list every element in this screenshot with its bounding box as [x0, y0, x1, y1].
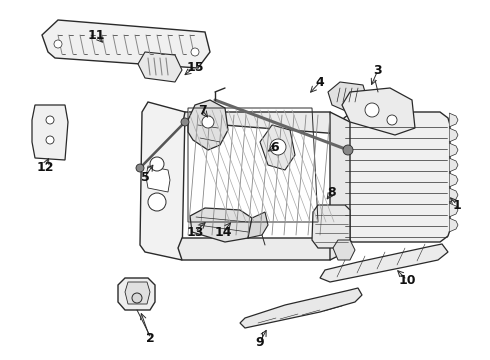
Polygon shape: [320, 244, 448, 282]
Text: 10: 10: [398, 274, 416, 287]
Circle shape: [202, 116, 214, 128]
Polygon shape: [449, 218, 458, 232]
Polygon shape: [140, 102, 185, 260]
Text: 14: 14: [214, 225, 232, 239]
Text: 6: 6: [270, 140, 279, 153]
Polygon shape: [190, 208, 252, 242]
Text: 12: 12: [36, 161, 54, 174]
Text: 9: 9: [256, 336, 264, 348]
Polygon shape: [183, 112, 340, 134]
Circle shape: [365, 103, 379, 117]
Text: 13: 13: [186, 225, 204, 239]
Circle shape: [181, 118, 189, 126]
Circle shape: [148, 193, 166, 211]
Polygon shape: [333, 240, 355, 260]
Text: 1: 1: [453, 198, 462, 212]
Polygon shape: [342, 88, 415, 135]
Text: 5: 5: [141, 171, 149, 184]
Polygon shape: [330, 112, 350, 260]
Text: 4: 4: [316, 76, 324, 89]
Text: 11: 11: [87, 28, 105, 41]
Polygon shape: [449, 143, 458, 157]
Circle shape: [46, 116, 54, 124]
Polygon shape: [42, 20, 210, 68]
Circle shape: [191, 48, 199, 56]
Polygon shape: [188, 100, 228, 150]
Polygon shape: [449, 113, 458, 127]
Polygon shape: [248, 212, 268, 238]
Polygon shape: [328, 82, 368, 115]
Polygon shape: [240, 288, 362, 328]
Polygon shape: [138, 52, 182, 82]
Polygon shape: [146, 166, 170, 192]
Polygon shape: [32, 105, 68, 160]
Polygon shape: [118, 278, 155, 310]
Circle shape: [150, 157, 164, 171]
Polygon shape: [178, 238, 338, 260]
Circle shape: [46, 136, 54, 144]
Text: 8: 8: [328, 185, 336, 198]
Polygon shape: [260, 125, 295, 170]
Circle shape: [343, 145, 353, 155]
Circle shape: [54, 40, 62, 48]
Polygon shape: [125, 282, 150, 304]
Text: 7: 7: [197, 104, 206, 117]
Polygon shape: [312, 205, 350, 248]
Circle shape: [270, 139, 286, 155]
Polygon shape: [449, 128, 458, 142]
Polygon shape: [449, 158, 458, 172]
Circle shape: [132, 293, 142, 303]
Text: 3: 3: [374, 63, 382, 77]
Polygon shape: [449, 173, 458, 187]
Polygon shape: [449, 188, 458, 202]
Circle shape: [136, 164, 144, 172]
Polygon shape: [342, 112, 450, 242]
Text: 2: 2: [146, 332, 154, 345]
Circle shape: [387, 115, 397, 125]
Text: 15: 15: [186, 60, 204, 73]
Polygon shape: [449, 203, 458, 217]
